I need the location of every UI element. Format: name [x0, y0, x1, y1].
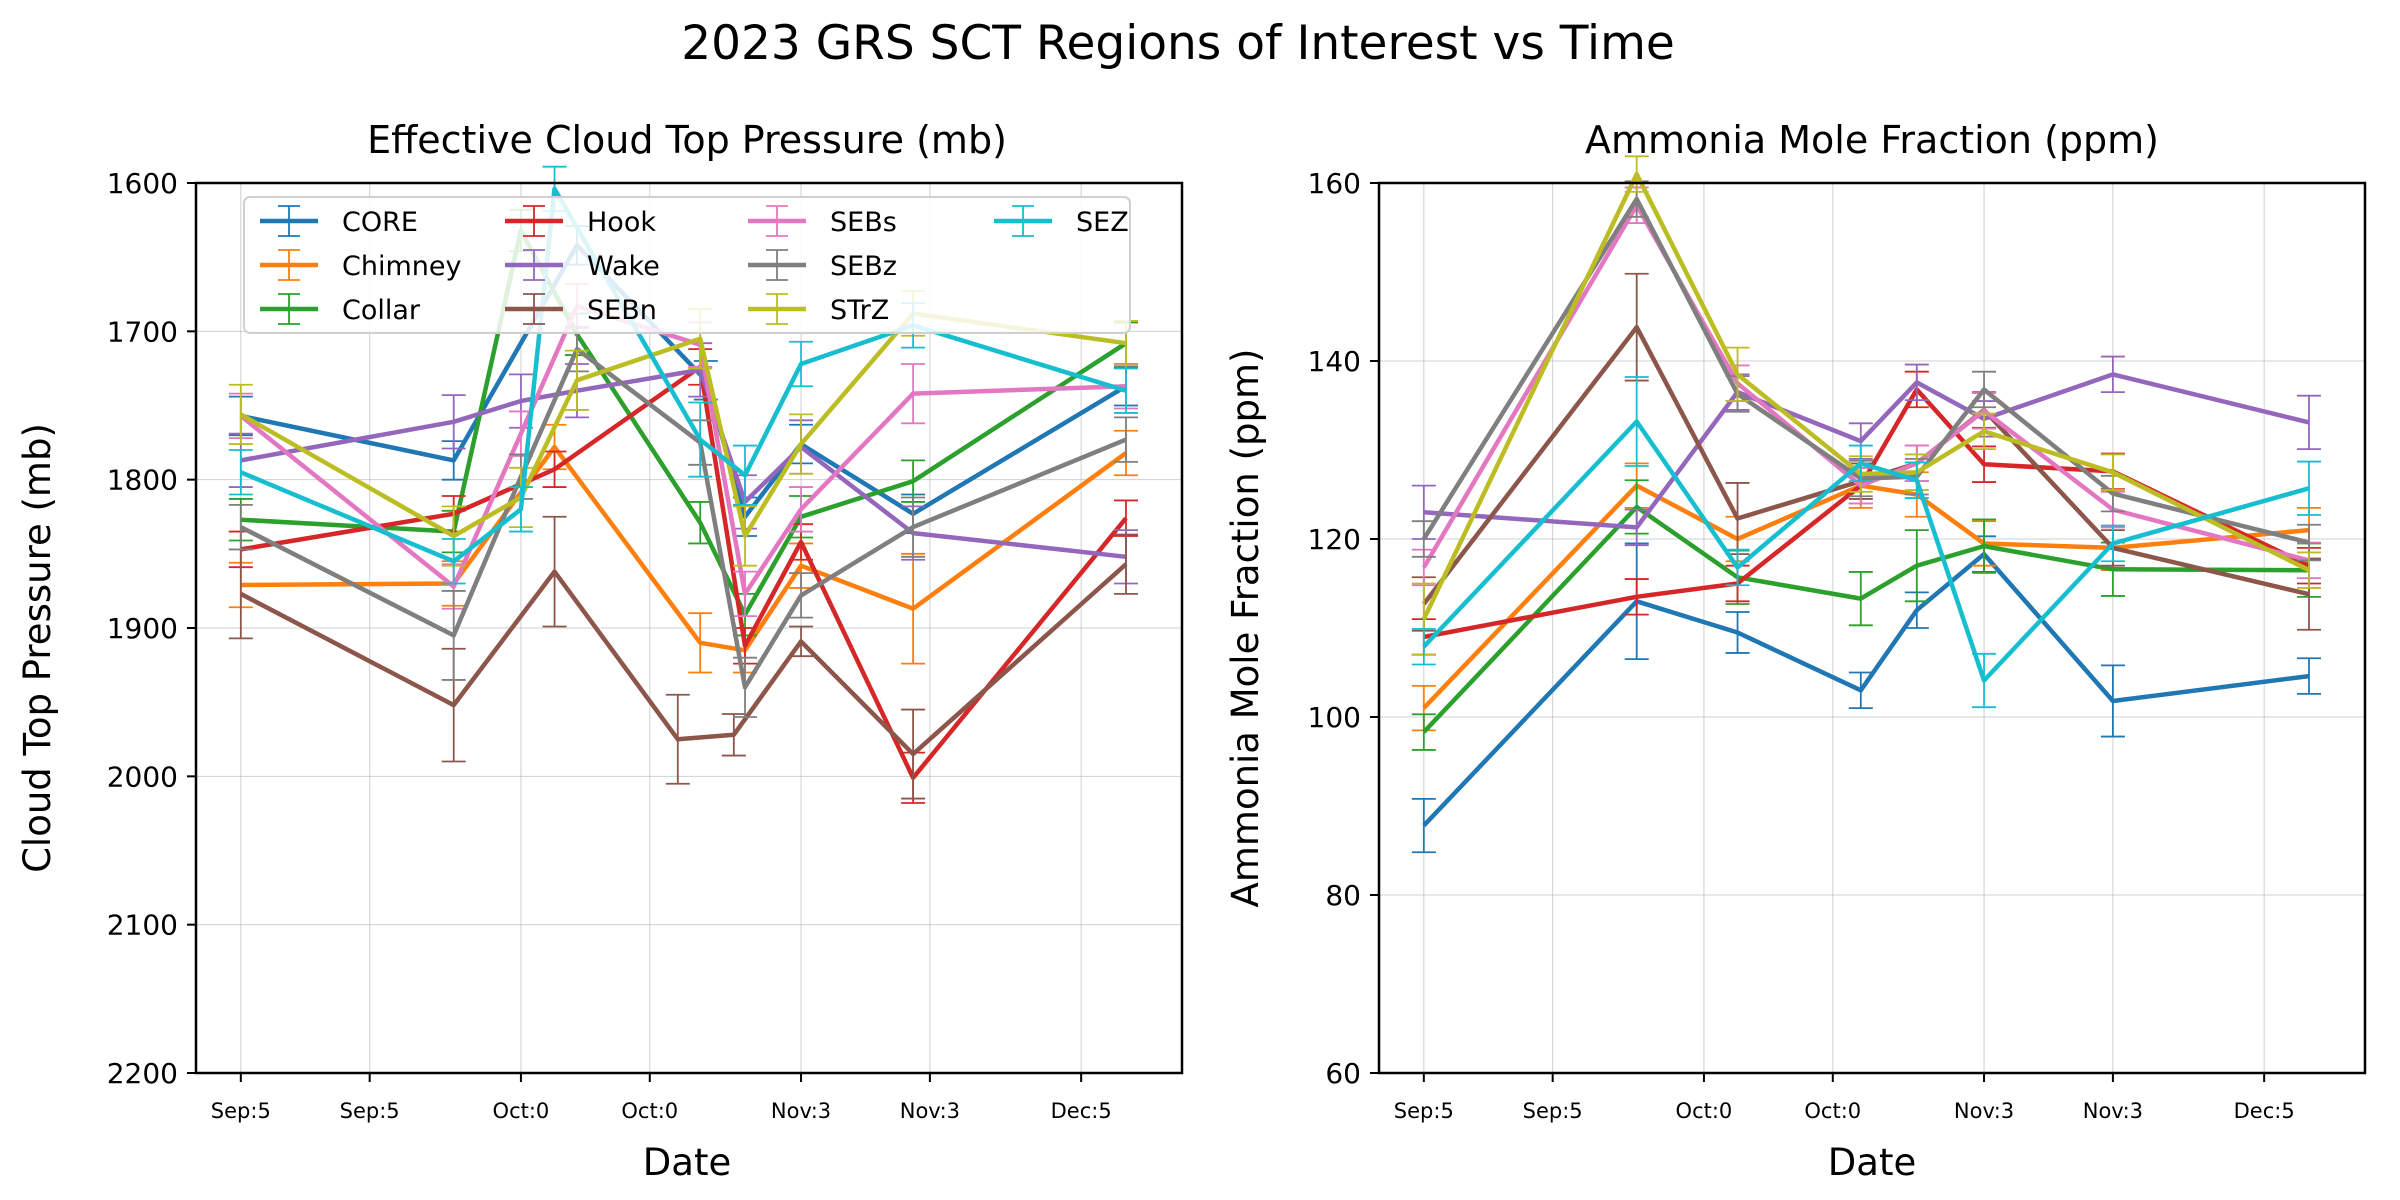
legend-label-collar: Collar [342, 295, 421, 326]
right-x-tick-label: Dec:5 [2234, 1099, 2295, 1123]
right-x-tick-label: Nov:3 [1954, 1099, 2014, 1123]
left-series-group [228, 165, 1138, 804]
legend-label-chimney: Chimney [342, 251, 461, 282]
left-x-tick-label: Sep:5 [340, 1099, 400, 1123]
right-series-chimney-line [1422, 483, 2310, 710]
right-ticks: Sep:5 Sep:5 Oct:0 Oct:0 Nov:3 Nov:3 Dec:5 60 80 1… [1308, 167, 2295, 1123]
right-series-sez-line [1422, 419, 2310, 683]
legend-label-wake: Wake [587, 251, 660, 282]
left-x-tick-label: Dec:5 [1051, 1099, 1112, 1123]
right-y-tick-label: 160 [1308, 167, 1361, 200]
left-y-tick-label: 1800 [107, 464, 178, 497]
right-series-hook-line [1423, 387, 2310, 640]
right-series-group [1411, 155, 2321, 854]
left-series-sebz-line [239, 346, 1127, 690]
left-series-sebn-line [239, 562, 1128, 757]
right-x-tick-label: Sep:5 [1523, 1099, 1583, 1123]
left-y-tick-label: 1600 [107, 167, 178, 200]
left-series-chimney-line [240, 444, 1128, 653]
legend-label-sebn: SEBn [587, 295, 657, 326]
legend: CORE Chimney Collar Hook Wake SEBn SEBs SEBz STr… [243, 196, 1131, 334]
left-y-tick-label: 1700 [107, 315, 178, 348]
right-y-axis-label: Ammonia Mole Fraction (ppm) [1224, 349, 1267, 908]
right-series-wake-line [1423, 372, 2310, 530]
right-grid [1379, 182, 2365, 1074]
left-plot: Effective Cloud Top Pressure (mb) Date C… [16, 118, 1184, 1184]
legend-label-sez: SEZ [1076, 207, 1129, 238]
left-x-tick-label: Oct:0 [493, 1099, 550, 1123]
legend-label-hook: Hook [587, 207, 656, 238]
right-series-sebz-line [1421, 196, 2310, 545]
right-y-tick-label: 100 [1308, 701, 1361, 734]
right-plot-title: Ammonia Mole Fraction (ppm) [1585, 118, 2159, 162]
legend-label-sebs: SEBs [830, 207, 897, 238]
left-x-tick-label: Oct:0 [621, 1099, 678, 1123]
figure-title: 2023 GRS SCT Regions of Interest vs Time [681, 16, 1675, 71]
left-y-tick-label: 2200 [107, 1057, 178, 1090]
left-y-axis-label: Cloud Top Pressure (mb) [16, 423, 59, 873]
left-y-tick-label: 1900 [107, 612, 178, 645]
right-y-tick-label: 120 [1308, 523, 1361, 556]
left-x-tick-label: Nov:3 [771, 1099, 831, 1123]
right-series-sebs-line [1421, 203, 2310, 569]
legend-label-strz: STrZ [830, 295, 889, 326]
right-x-axis-label: Date [1828, 1141, 1916, 1184]
right-series-strz-line [1421, 171, 2311, 621]
left-ticks: Sep:5 Sep:5 Oct:0 Oct:0 Nov:3 Nov:3 Dec:5 1600 1… [107, 167, 1112, 1123]
right-y-tick-label: 60 [1325, 1057, 1361, 1090]
left-x-tick-label: Nov:3 [900, 1099, 960, 1123]
right-series-core-line [1422, 551, 2310, 828]
left-y-tick-label: 2000 [107, 760, 178, 793]
right-plot: Ammonia Mole Fraction (ppm) Date Ammonia… [1224, 118, 2367, 1184]
left-y-tick-label: 2100 [107, 909, 178, 942]
left-x-axis-label: Date [643, 1141, 731, 1184]
right-x-tick-label: Nov:3 [2083, 1099, 2143, 1123]
right-y-tick-label: 80 [1325, 879, 1361, 912]
right-y-tick-label: 140 [1308, 345, 1361, 378]
right-x-tick-label: Sep:5 [1394, 1099, 1454, 1123]
right-plot-frame [1377, 181, 2367, 1075]
left-plot-title: Effective Cloud Top Pressure (mb) [367, 118, 1007, 162]
legend-label-core: CORE [342, 207, 418, 238]
legend-frame [243, 196, 1131, 334]
left-x-tick-label: Sep:5 [211, 1099, 271, 1123]
legend-label-sebz: SEBz [830, 251, 897, 282]
left-series-strz-line [239, 311, 1127, 539]
right-x-tick-label: Oct:0 [1676, 1099, 1733, 1123]
right-x-tick-label: Oct:0 [1804, 1099, 1861, 1123]
